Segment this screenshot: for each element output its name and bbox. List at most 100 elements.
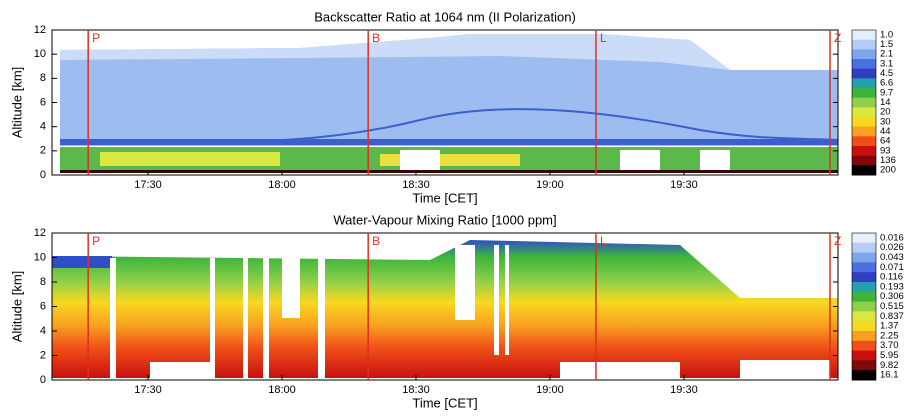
colorbar-swatch <box>852 272 876 283</box>
marker-label: Z <box>834 31 841 45</box>
colorbar-label: 0.515 <box>880 301 904 312</box>
y-tick-label: 6 <box>40 300 46 312</box>
colorbar-label: 4.5 <box>880 68 893 79</box>
y-axis-label: Altitude [km] <box>9 67 24 139</box>
colorbar-swatch <box>852 282 876 293</box>
colorbar-swatch <box>852 59 876 70</box>
colorbar-swatch <box>852 350 876 361</box>
colorbar-label: 30 <box>880 116 891 127</box>
colorbar-swatch <box>852 78 876 89</box>
colorbar-label: 93 <box>880 145 891 156</box>
colorbar-swatch <box>852 30 876 41</box>
marker-label: P <box>92 234 100 248</box>
colorbar-swatch <box>852 301 876 312</box>
y-tick-label: 10 <box>34 48 46 60</box>
colorbar-label: 2.1 <box>880 49 893 60</box>
x-tick-label: 17:30 <box>134 179 162 191</box>
x-tick-label: 18:00 <box>268 179 296 191</box>
x-tick-label: 19:00 <box>536 179 564 191</box>
x-tick-label: 19:30 <box>670 179 698 191</box>
colorbar-label: 1.5 <box>880 39 893 50</box>
colorbar-swatch <box>852 39 876 50</box>
colorbar-swatch <box>852 97 876 108</box>
chart-title: Water-Vapour Mixing Ratio [1000 ppm] <box>333 212 556 227</box>
colorbar-label: 5.95 <box>880 350 899 361</box>
colorbar-label: 0.306 <box>880 291 904 302</box>
x-tick-label: 18:30 <box>402 384 430 396</box>
y-tick-label: 12 <box>34 24 46 36</box>
colorbar-label: 2.25 <box>880 330 899 341</box>
y-tick-label: 12 <box>34 227 46 239</box>
colorbar-label: 16.1 <box>880 370 899 381</box>
colorbar-swatch <box>852 136 876 147</box>
x-axis-label: Time [CET] <box>412 395 477 410</box>
marker-label: L <box>600 234 607 248</box>
y-tick-label: 0 <box>40 169 46 181</box>
colorbar-swatch <box>852 155 876 166</box>
y-tick-label: 6 <box>40 96 46 108</box>
colorbar-label: 20 <box>880 107 891 118</box>
colorbar-swatch <box>852 165 876 176</box>
colorbar-label: 136 <box>880 155 896 166</box>
colorbar-frame <box>851 232 877 381</box>
colorbar-swatch <box>852 233 876 244</box>
colorbar-swatch <box>852 88 876 99</box>
y-tick-label: 8 <box>40 72 46 84</box>
colorbar-swatch <box>852 117 876 128</box>
water-vapour-curtain <box>52 240 838 378</box>
colorbar-swatch <box>852 321 876 332</box>
colorbar-swatch <box>852 242 876 254</box>
colorbar-label: 0.071 <box>880 262 904 273</box>
colorbar-label: 44 <box>880 126 891 137</box>
marker-label: P <box>92 31 100 45</box>
colorbar-label: 0.026 <box>880 242 904 253</box>
colorbar-swatch <box>852 262 876 273</box>
colorbar-label: 64 <box>880 136 891 147</box>
colorbar-swatch <box>852 126 876 137</box>
colorbar-label: 1.37 <box>880 321 899 332</box>
colorbar-swatch <box>852 146 876 157</box>
colorbar-label: 0.116 <box>880 272 903 283</box>
colorbar-label: 9.7 <box>880 87 893 98</box>
colorbar-swatch <box>852 360 876 371</box>
colorbar-label: 0.837 <box>880 311 904 322</box>
y-tick-label: 10 <box>34 251 46 263</box>
y-tick-label: 4 <box>40 121 46 133</box>
backscatter-curtain <box>59 34 839 174</box>
colorbar-label: 0.193 <box>880 281 904 292</box>
marker-label: Z <box>834 234 841 248</box>
colorbar-swatch <box>852 370 876 381</box>
colorbar-label: 0.016 <box>880 232 904 243</box>
colorbar-swatch <box>852 49 876 60</box>
y-tick-label: 0 <box>40 374 46 386</box>
colorbar-label: 6.6 <box>880 78 893 89</box>
colorbar-label: 1.0 <box>880 29 893 40</box>
colorbar-label: 0.043 <box>880 252 904 263</box>
colorbar-swatch <box>852 291 876 303</box>
marker-label: L <box>600 31 607 45</box>
x-tick-label: 19:00 <box>536 384 564 396</box>
colorbar-label: 3.1 <box>880 58 893 69</box>
colorbar-label: 3.70 <box>880 340 899 351</box>
chart-title: Backscatter Ratio at 1064 nm (II Polariz… <box>314 9 576 24</box>
y-tick-label: 4 <box>40 325 46 337</box>
x-axis-label: Time [CET] <box>412 190 477 205</box>
x-tick-label: 19:30 <box>670 384 698 396</box>
y-tick-label: 2 <box>40 145 46 157</box>
x-tick-label: 17:30 <box>134 384 162 396</box>
colorbar-label: 200 <box>880 165 896 176</box>
y-tick-label: 8 <box>40 276 46 288</box>
colorbar-frame <box>851 29 877 176</box>
y-axis-label: Altitude [km] <box>9 271 24 343</box>
colorbar-swatch <box>852 107 876 118</box>
colorbar-swatch <box>852 68 876 79</box>
colorbar-label: 14 <box>880 97 891 108</box>
y-tick-label: 2 <box>40 349 46 361</box>
colorbar-swatch <box>852 311 876 322</box>
colorbar-swatch <box>852 340 876 352</box>
x-tick-label: 18:00 <box>268 384 296 396</box>
marker-label: B <box>372 234 380 248</box>
colorbar-label: 9.82 <box>880 360 899 371</box>
marker-label: B <box>372 31 380 45</box>
